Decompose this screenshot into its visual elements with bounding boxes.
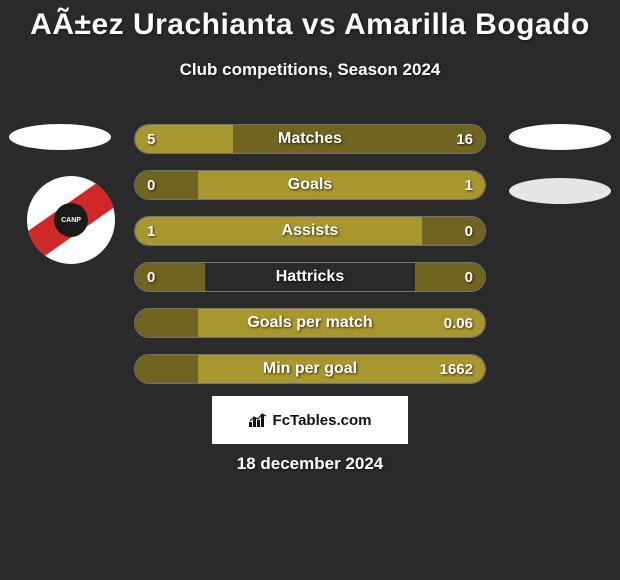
stat-bar-left bbox=[135, 171, 198, 199]
page-title: AÃ±ez Urachianta vs Amarilla Bogado bbox=[0, 0, 620, 42]
stat-bar-right bbox=[198, 309, 485, 337]
snapshot-date: 18 december 2024 bbox=[0, 454, 620, 474]
stat-bar-left bbox=[135, 217, 422, 245]
stat-bar-right bbox=[198, 355, 485, 383]
stat-row: Min per goal1662 bbox=[134, 354, 486, 384]
player-left-placeholder bbox=[9, 124, 111, 150]
stat-row: Goals01 bbox=[134, 170, 486, 200]
club-badge-text: CANP bbox=[54, 203, 88, 237]
stat-row: Hattricks00 bbox=[134, 262, 486, 292]
player-right-placeholder-1 bbox=[509, 124, 611, 150]
brand-text: FcTables.com bbox=[273, 412, 372, 429]
chart-icon bbox=[249, 413, 267, 427]
stat-bar-left bbox=[135, 309, 198, 337]
stat-bar-right bbox=[233, 125, 485, 153]
page-subtitle: Club competitions, Season 2024 bbox=[0, 60, 620, 80]
comparison-bars: Matches516 Goals01 Assists10 Hattricks00 Goa… bbox=[134, 124, 486, 400]
stat-row: Assists10 bbox=[134, 216, 486, 246]
stat-bar-left bbox=[135, 263, 205, 291]
stat-bar-left bbox=[135, 125, 233, 153]
stat-row: Matches516 bbox=[134, 124, 486, 154]
stat-bar-right bbox=[415, 263, 485, 291]
stat-row: Goals per match0.06 bbox=[134, 308, 486, 338]
stat-bar-right bbox=[422, 217, 485, 245]
stat-bar-left bbox=[135, 355, 198, 383]
stat-bar-right bbox=[198, 171, 485, 199]
club-badge: CANP bbox=[27, 176, 115, 264]
brand-badge[interactable]: FcTables.com bbox=[212, 396, 408, 444]
player-right-placeholder-2 bbox=[509, 178, 611, 204]
